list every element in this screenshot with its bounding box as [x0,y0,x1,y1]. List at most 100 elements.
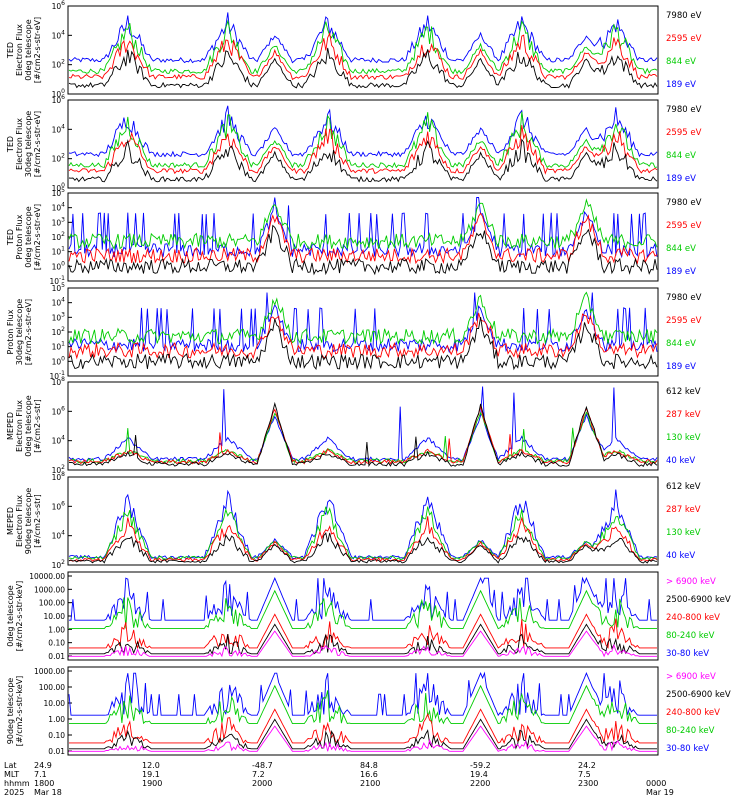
series-40-kev [68,386,658,463]
x-tick-hhmm: 2100 [360,779,380,788]
legend-entry: 30-80 keV [666,744,709,754]
x-tick-lat: 24.9 [34,761,52,770]
legend-entry: 844 eV [666,57,696,67]
x-tick-hhmm: 1900 [142,779,162,788]
x-tick-lat: -59.2 [470,761,491,770]
legend-entry: 7980 eV [666,105,702,115]
x-tick-mlt: 7.1 [34,770,47,779]
y-tick-label: 10000.00 [29,572,65,581]
y-axis-label: 90deg telescope [24,488,33,555]
series--6900-kev [69,725,657,752]
x-tick-hhmm: 1800 [34,779,54,788]
y-axis-label: TED [6,42,15,59]
series-80-240-kev [69,684,657,725]
x-tick-date: Mar 18 [34,788,62,797]
x-tick-hhmm: 2200 [470,779,490,788]
legend-entry: 80-240 keV [666,631,715,641]
series-40-kev [68,489,658,560]
y-axis-label: 0deg telescope [24,395,33,456]
legend-entry: 130 keV [666,528,701,538]
panel-meped-p-0: 10000.00 1000.00 100.00 10.00 1.00 0.10 0.01 0d… [6,571,731,661]
legend-entry: 7980 eV [666,293,702,303]
y-tick-label: 104 [52,435,66,446]
y-tick-label: 104 [52,29,66,40]
y-tick-label: 10.00 [44,699,66,708]
y-tick-label: 100 [52,88,66,99]
x-tick-hhmm: 2000 [252,779,272,788]
y-tick-label: 100.00 [39,683,65,692]
legend-entry: 7980 eV [666,11,702,21]
series-30-80-kev [68,671,657,717]
legend-entry: 40 keV [666,551,695,561]
y-tick-label: 1000.00 [34,585,65,594]
series-189-ev [68,197,658,259]
y-axis-label: 30deg telescope [15,299,24,366]
y-tick-label: 101 [52,341,66,352]
legend-entry: 2500-6900 keV [666,595,731,605]
y-axis-label: [#/cm2-s-str-eV] [33,204,42,270]
legend-entry: 287 keV [666,505,701,515]
y-tick-label: 105 [52,282,66,293]
legend-entry: > 6900 keV [666,672,716,682]
series-240-800-kev [69,613,657,650]
legend-entry: 240-800 keV [666,613,720,623]
y-tick-label: 10.00 [44,612,66,621]
panel-meped-e-0: 102 104 106 108 MEPED Electron Flux 0deg teles… [6,376,701,475]
panel-ted-e-30: 100 102 104 106 TED Electron Flux 30deg telesc… [6,94,702,193]
y-tick-label: 104 [52,297,66,308]
y-axis-label: [#/cm2-s-str-keV] [15,581,24,652]
y-tick-label: 101 [52,246,66,257]
series-287-kev [68,406,658,465]
panel-frame [67,99,659,189]
y-axis-label: [#/cm2-s-str] [33,494,42,547]
y-axis-label: [#/cm2-s-str-eV] [33,17,42,83]
panel-ted-p-30: 10-1 100 101 102 103 104 105 Proton Flux 30deg t… [6,282,702,381]
y-tick-label: 104 [52,123,66,134]
x-tick-mlt: 7.2 [252,770,265,779]
y-tick-label: 100.00 [39,599,65,608]
y-tick-label: 1000.00 [34,667,65,676]
legend-entry: 2595 eV [666,128,702,138]
legend-entry: 189 eV [666,362,696,372]
x-tick-lat: -48.7 [252,761,273,770]
y-tick-label: 1.00 [48,715,65,724]
x-tick-lat: 12.0 [142,761,160,770]
series-612-kev [68,401,658,468]
legend-entry: 844 eV [666,339,696,349]
y-tick-label: 0.10 [48,639,65,648]
y-tick-label: 1.00 [48,625,65,634]
x-tick-date: Mar 19 [646,788,674,797]
legend-entry: 189 eV [666,80,696,90]
legend-entry: 2595 eV [666,221,702,231]
legend-entry: 2500-6900 keV [666,690,731,700]
legend-entry: 612 keV [666,387,701,397]
series-2595-ev [68,31,658,81]
y-axis-label: Electron Flux [15,118,24,170]
series-7980-ev [68,317,658,371]
panel-frame [67,476,659,566]
y-axis-label: 0deg telescope [6,585,15,646]
panel-ted-e-0: 100 102 104 106 TED Electron Flux 0deg telesco… [6,0,702,99]
series-130-kev [68,411,658,464]
y-axis-label: MEPED [6,507,15,535]
y-tick-label: 0.01 [48,652,65,661]
legend-entry: 844 eV [666,151,696,161]
x-tick-mlt: 19.4 [470,770,488,779]
y-axis-label: 0deg telescope [24,206,33,267]
y-tick-label: 102 [52,559,66,570]
y-axis-label: [#/cm2-s-str-eV] [33,111,42,177]
y-tick-label: 103 [52,311,66,322]
y-axis-label: Proton Flux [6,309,15,354]
panel-meped-e-90: 102 104 106 108 MEPED Electron Flux 90deg tele… [6,471,701,570]
legend-entry: 30-80 keV [666,649,709,659]
series-7980-ev [68,138,658,183]
panel-ted-p-0: 10-1 100 101 102 103 104 105 TED Proton Flux 0deg… [6,187,702,286]
y-axis-label: Electron Flux [15,400,24,452]
y-axis-label: Electron Flux [15,495,24,547]
series-130-kev [68,506,658,561]
y-axis-label: Electron Flux [15,24,24,76]
legend-entry: 189 eV [666,267,696,277]
y-tick-label: 104 [52,530,66,541]
series-612-kev [68,532,658,564]
